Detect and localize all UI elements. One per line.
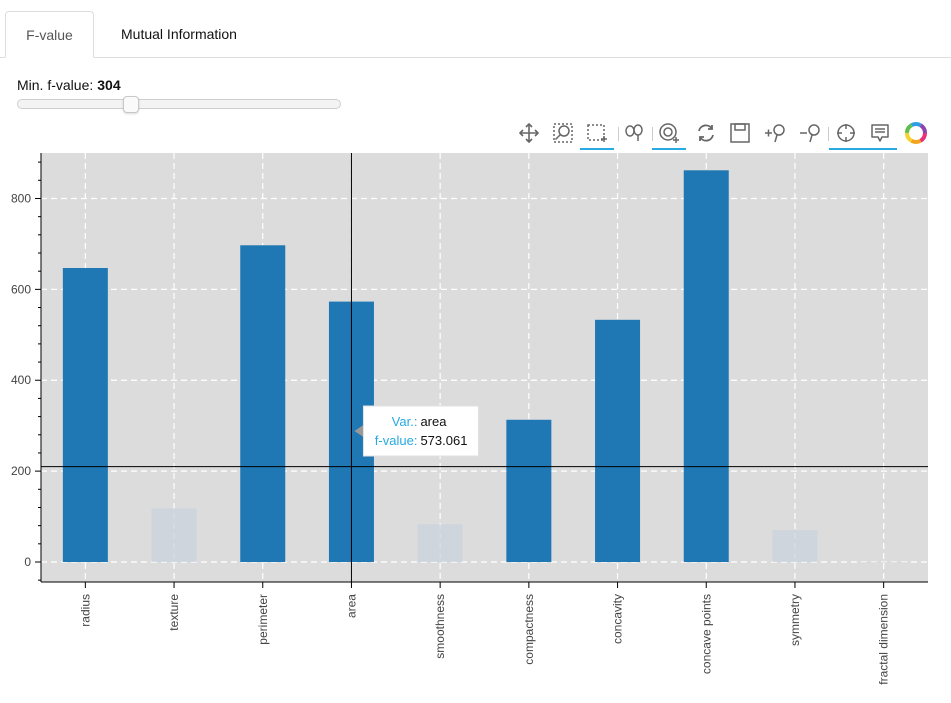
plot-toolbar <box>512 119 932 151</box>
lasso-select-icon[interactable] <box>620 119 648 147</box>
hover-icon[interactable] <box>863 119 897 150</box>
y-tick-label: 0 <box>24 555 31 569</box>
toolbar-separator <box>828 127 829 141</box>
tab-bar: F-value Mutual Information <box>0 0 951 58</box>
y-tick-label: 200 <box>11 464 31 478</box>
slider-value: 304 <box>97 77 121 93</box>
x-tick-label: radius <box>78 594 92 627</box>
min-f-value-slider[interactable] <box>17 99 341 109</box>
box-select-icon[interactable] <box>580 119 614 150</box>
x-tick-label: concavity <box>611 594 625 644</box>
bokeh-logo-icon[interactable] <box>902 119 930 147</box>
bar-concave-points <box>683 170 729 563</box>
x-tick-label: concave points <box>699 594 713 674</box>
toolbar-separator <box>652 127 653 141</box>
slider-handle[interactable] <box>123 96 139 113</box>
bar-perimeter <box>240 245 286 562</box>
x-tick-label: smoothness <box>433 594 447 659</box>
pan-tool-icon[interactable] <box>515 119 543 147</box>
bar-compactness <box>506 419 552 562</box>
tab-mutual-information[interactable]: Mutual Information <box>121 26 237 42</box>
zoom-out-icon[interactable] <box>796 119 824 147</box>
zoom-in-icon[interactable] <box>761 119 789 147</box>
bar-texture <box>151 508 197 562</box>
bar-fractal-dimension <box>861 561 907 563</box>
y-tick-label: 800 <box>11 191 31 205</box>
x-tick-label: compactness <box>522 594 536 665</box>
x-tick-label: symmetry <box>788 594 802 646</box>
crosshair-icon[interactable] <box>829 119 863 150</box>
tooltip-var-label: Var.: <box>392 414 418 429</box>
x-tick-label: area <box>344 594 358 618</box>
tooltip-var-value: area <box>420 414 447 429</box>
y-tick-label: 400 <box>11 373 31 387</box>
slider-label: Min. f-value: 304 <box>17 77 121 93</box>
x-tick-label: texture <box>167 594 181 631</box>
tooltip-pointer <box>354 425 364 437</box>
tooltip-f-label: f-value: <box>375 433 418 448</box>
box-zoom-icon[interactable] <box>549 119 577 147</box>
toolbar-separator <box>618 127 619 141</box>
wheel-zoom-icon[interactable] <box>652 119 686 150</box>
bar-smoothness <box>417 524 463 562</box>
save-icon[interactable] <box>726 119 754 147</box>
reset-icon[interactable] <box>692 119 720 147</box>
y-tick-label: 600 <box>11 282 31 296</box>
x-tick-label: perimeter <box>256 594 270 645</box>
x-tick-label: fractal dimension <box>877 594 891 685</box>
bar-symmetry <box>772 530 818 562</box>
slider-label-text: Min. f-value: <box>17 77 94 93</box>
tab-f-value[interactable]: F-value <box>5 11 94 58</box>
bar-concavity <box>595 319 641 562</box>
tooltip-f-value: 573.061 <box>420 433 467 448</box>
tooltip-box <box>362 405 479 457</box>
bar-radius <box>62 268 108 562</box>
